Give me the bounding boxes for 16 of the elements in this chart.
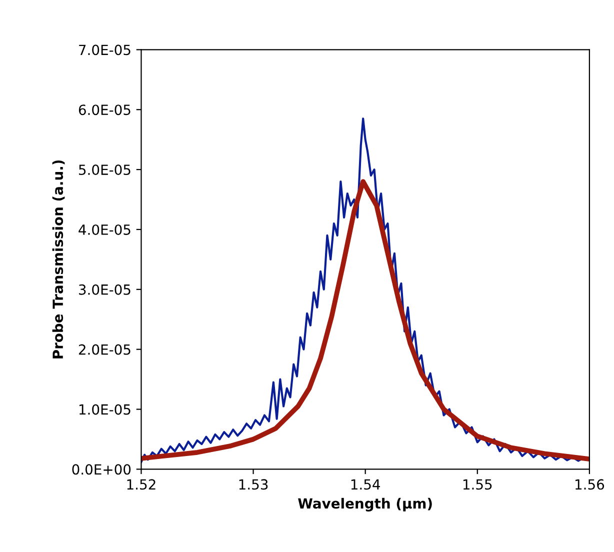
line-series xyxy=(141,179,590,462)
y-axis-title: Probe Transmission (a.u.) xyxy=(52,160,65,358)
x-tick-label: 1.52 xyxy=(127,479,156,490)
x-tick-label: 1.56 xyxy=(576,479,604,490)
x-axis-title: Wavelength (μm) xyxy=(298,498,432,512)
x-tick-label: 1.54 xyxy=(351,479,380,490)
y-tick-label: 4.0E-05 xyxy=(78,224,130,235)
x-tick-label: 1.53 xyxy=(239,479,268,490)
x-tick-label: 1.55 xyxy=(463,479,492,490)
y-tick-label: 0.0E+00 xyxy=(72,464,131,475)
y-tick-label: 1.0E-05 xyxy=(79,404,130,415)
y-tick-label: 3.0E-05 xyxy=(79,284,130,295)
y-tick-label: 7.0E-05 xyxy=(79,44,130,56)
y-tick-label: 2.0E-05 xyxy=(78,344,130,355)
y-tick-label: 5.0E-05 xyxy=(79,164,130,176)
y-tick-label: 6.0E-05 xyxy=(78,104,130,116)
